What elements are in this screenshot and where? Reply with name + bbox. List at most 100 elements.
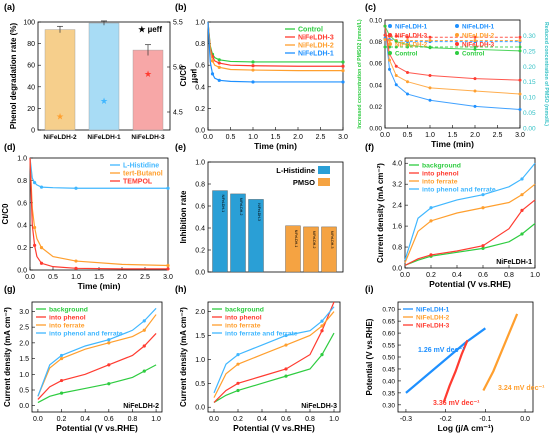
y-tick-label: 0.4 [195, 226, 205, 233]
series-point [518, 39, 522, 43]
plot-frame [207, 301, 341, 413]
legend-entry: NiFeLDH-2 [395, 42, 428, 49]
y2-tick-label: 4.5 [173, 110, 183, 117]
series-point [236, 388, 240, 393]
x-tick-label: 0.0 [209, 416, 219, 423]
y-axis-label: Current density (mA cm⁻²) [3, 307, 12, 407]
y-tick-label: 0.6 [195, 204, 205, 211]
series-point [394, 64, 398, 68]
legend-entry: NiFeLDH-1 [462, 24, 495, 31]
legend-entry: Control [298, 27, 323, 34]
y-tick-label: 0.60 [382, 331, 395, 338]
y-tick-label: 4.0 [392, 161, 402, 168]
series-line-background [213, 332, 335, 403]
y-tick-label: 1.5 [19, 356, 29, 363]
x-tick-label: 0.4 [452, 272, 462, 279]
bar [303, 226, 319, 273]
y2-tick-label: 0.10 [523, 95, 536, 102]
series-point [33, 225, 37, 230]
series-point [142, 369, 146, 373]
legend-swatch [388, 24, 392, 28]
series-point [473, 104, 477, 108]
series-point [341, 64, 345, 68]
x-tick-label: 2.0 [117, 274, 127, 281]
y-axis-label: Current density (mA cm⁻²) [179, 307, 188, 407]
panel-b: (b) 0.0 0.2 0.4 0.6 0.8 1.0 0.0 0.5 1.0 1.5 2.0 2.5 3… [175, 2, 348, 151]
y-tick-label: 0.8 [195, 182, 205, 189]
series-point [236, 362, 240, 366]
x-axis-label: Potential (V vs.RHE) [56, 423, 138, 433]
series-point [341, 80, 345, 84]
mu-eff-marker: ★ [144, 69, 152, 79]
series-point [520, 232, 524, 236]
panel-i: (i) -0.3 -0.2 -0.1 0.0 0.30 0.35 0.40 0.45 0.50 0.… [365, 284, 545, 433]
bar [321, 226, 337, 273]
series-point [74, 259, 78, 263]
y2-tick-label: 0.20 [523, 64, 536, 71]
series-point [210, 72, 215, 76]
legend-entry: NiFeLDH-1 [395, 24, 428, 31]
y-tick-label: 0.0 [17, 268, 27, 275]
y2-tick-label: 0.25 [523, 48, 536, 55]
series-point [394, 40, 398, 44]
series-point [428, 86, 432, 90]
x-tick-label: 2.0 [470, 132, 480, 139]
y-tick-label: 80 [27, 41, 35, 48]
x-tick-label: 2.5 [140, 274, 150, 281]
panel-g: (g) 0.0 0.5 1.0 1.5 2.0 2.5 3.0 0.0 0.2 0.4 0.6 0.8 1… [3, 284, 163, 433]
y-tick-label: 0.55 [382, 343, 395, 350]
series-line-into phenol [404, 199, 536, 266]
y-tick-label: 0.4 [17, 223, 27, 230]
legend-swatch [318, 166, 330, 174]
panel-f: (f) 0.0 0.8 1.6 2.4 3.2 4.0 0.0 0.2 0.4 0.6 0.8 1.0 P… [365, 142, 540, 289]
series-point [59, 356, 64, 361]
x-tick-label: 1.0 [425, 132, 435, 139]
series-point [236, 353, 240, 357]
series-point [59, 378, 64, 383]
series-point [33, 243, 37, 247]
series-point [518, 35, 522, 39]
y2-tick-label: 5.0 [173, 65, 183, 72]
legend-entry: into phenol and ferrate [422, 187, 496, 194]
series-point [142, 328, 146, 332]
x-tick-label: 2.5 [493, 132, 503, 139]
y-axis-label: Ct/C0 [179, 65, 188, 86]
y2-tick-label: 0.15 [523, 79, 536, 86]
x-tick-label: -0.1 [479, 416, 491, 423]
x-tick-label: 0.0 [400, 272, 410, 279]
series-point [33, 181, 37, 185]
y-tick-label: 0.30 [382, 402, 395, 409]
y-tick-label: 0.2 [17, 245, 27, 252]
series-point [217, 61, 221, 65]
legend-entry: NiFeLDH-2 [298, 43, 334, 50]
x-tick-label: 1.0 [151, 416, 161, 423]
series-line [384, 38, 520, 42]
legend-entry: NiFeLDH-3 [395, 33, 428, 40]
series-point [406, 35, 409, 39]
x-tick-label: 3.0 [515, 132, 525, 139]
x-tick-label: 3.0 [163, 274, 173, 281]
y2-axis-label: Reduced concentration of PMSO (mmol/L) [543, 22, 549, 126]
x-tick-label: 0.0 [33, 416, 43, 423]
x-tick-label: 1.5 [271, 134, 281, 141]
series-point [383, 45, 387, 49]
x-tick-label: 0.2 [57, 416, 67, 423]
legend-entry: into phenol [49, 315, 86, 322]
series-point [473, 35, 477, 39]
y-axis-label: Potential (V vs.RHE) [365, 318, 374, 395]
series-point [473, 47, 477, 51]
panel-annotation: NiFeLDH-3 [301, 403, 337, 410]
y-axis-label: Ct/C0 [1, 203, 10, 224]
x-tick-label: 1.0 [530, 272, 540, 279]
x-tick-label: -0.2 [440, 416, 452, 423]
series-point [39, 261, 44, 265]
series-point [107, 382, 111, 386]
series-point [74, 186, 78, 190]
series-point [388, 39, 391, 43]
panel-annotation: NiFeLDH-1 [496, 259, 532, 266]
series-line-into phenol and ferrate [37, 307, 157, 397]
series-point [320, 329, 324, 333]
series-point [107, 338, 111, 342]
series-point [518, 107, 522, 111]
